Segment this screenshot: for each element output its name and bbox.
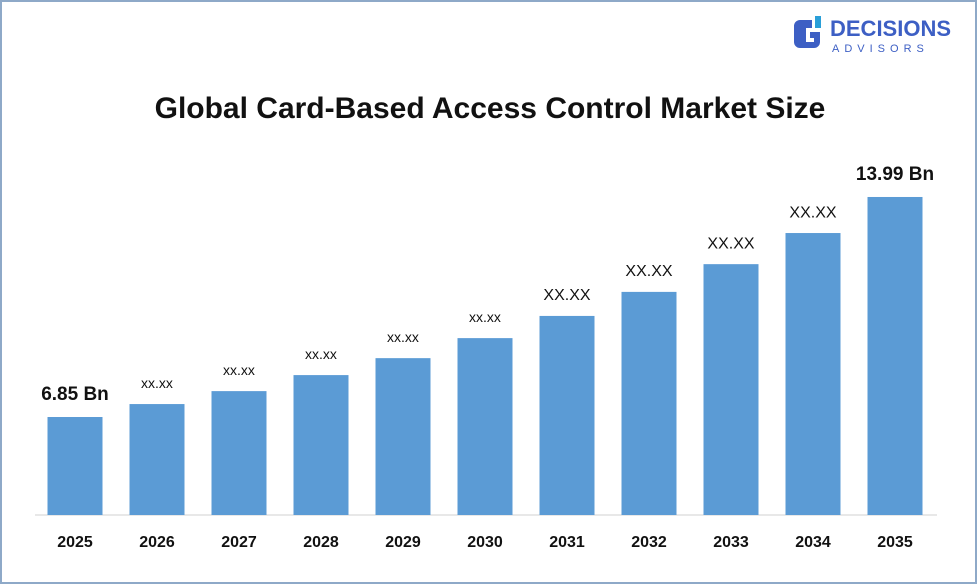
x-tick-label: 2027 [221,534,257,551]
logo-name: DECISIONS [830,16,951,41]
bar [621,291,677,515]
bar [867,196,923,515]
logo-icon-accent [815,16,821,28]
bar [211,391,267,515]
x-tick-label: 2031 [549,534,585,551]
bar [293,375,349,515]
data-label: XX.XX [789,204,836,221]
data-label: xx.xx [305,346,337,362]
x-tick-label: 2035 [877,534,913,551]
bar [539,315,595,515]
bar [785,233,841,515]
x-tick-label: 2033 [713,534,749,551]
x-tick-label: 2026 [139,534,175,551]
data-label: xx.xx [223,362,255,378]
logo: DECISIONS ADVISORS [794,16,951,55]
data-label: XX.XX [707,235,754,252]
bar [375,358,431,515]
logo-icon [794,20,820,48]
bar [47,417,103,515]
x-tick-label: 2032 [631,534,667,551]
data-label: xx.xx [141,375,173,391]
bar [703,264,759,515]
x-tick-label: 2025 [57,534,93,551]
logo-tagline: ADVISORS [832,43,929,55]
x-tick-label: 2029 [385,534,421,551]
chart-title: Global Card-Based Access Control Market … [155,92,826,125]
x-tick-label: 2028 [303,534,339,551]
data-label: XX.XX [543,287,590,304]
x-tick-label: 2034 [795,534,831,551]
x-tick-label: 2030 [467,534,503,551]
data-label: xx.xx [469,309,501,325]
data-label: xx.xx [387,329,419,345]
data-label: 6.85 Bn [41,384,109,405]
data-label: 13.99 Bn [856,164,934,185]
bar [457,338,513,515]
bar [129,404,185,515]
data-label: XX.XX [625,263,672,280]
